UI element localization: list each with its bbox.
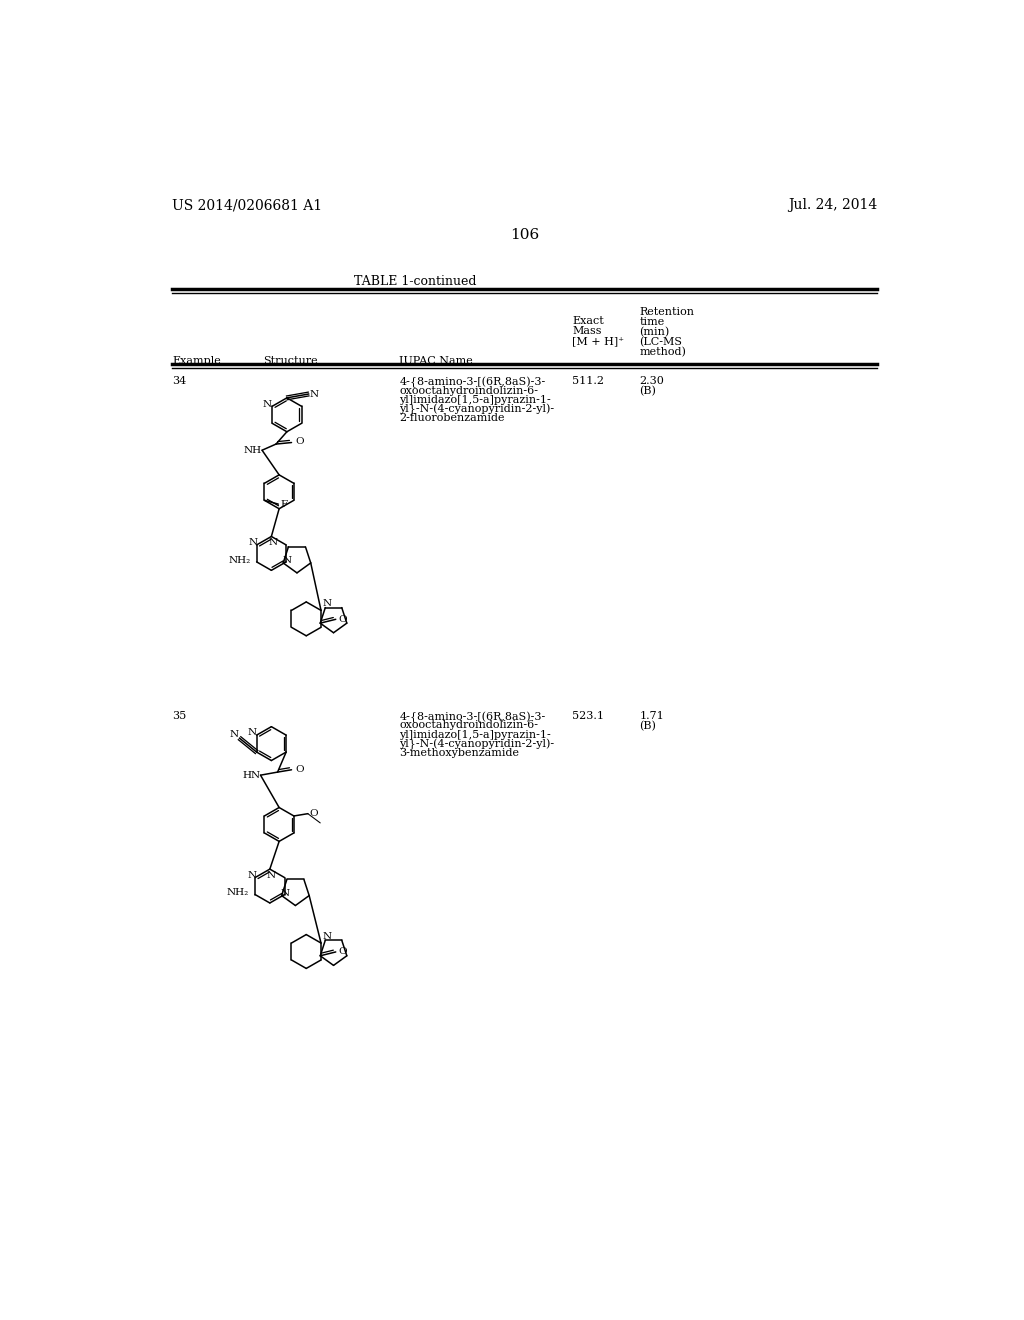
Text: N: N (248, 871, 257, 879)
Text: N: N (309, 389, 318, 399)
Text: oxooctahydroindolizin-6-: oxooctahydroindolizin-6- (399, 721, 539, 730)
Text: F: F (281, 500, 288, 508)
Text: N: N (268, 539, 278, 546)
Text: yl]imidazo[1,5-a]pyrazin-1-: yl]imidazo[1,5-a]pyrazin-1- (399, 730, 551, 739)
Text: Example: Example (172, 356, 221, 366)
Text: 4-{8-amino-3-[(6R,8aS)-3-: 4-{8-amino-3-[(6R,8aS)-3- (399, 376, 546, 388)
Text: N: N (283, 556, 292, 565)
Text: O: O (309, 809, 318, 818)
Text: (LC-MS: (LC-MS (640, 337, 683, 347)
Text: N: N (263, 400, 272, 408)
Text: N: N (248, 729, 257, 738)
Text: N: N (323, 599, 332, 609)
Text: N: N (249, 539, 258, 546)
Text: O: O (338, 615, 347, 624)
Text: Structure: Structure (263, 356, 318, 366)
Text: NH₂: NH₂ (228, 556, 251, 565)
Text: 4-{8-amino-3-[(6R,8aS)-3-: 4-{8-amino-3-[(6R,8aS)-3- (399, 711, 546, 722)
Text: 35: 35 (172, 711, 186, 721)
Text: Exact: Exact (572, 317, 604, 326)
Text: 511.2: 511.2 (572, 376, 604, 387)
Text: 106: 106 (510, 227, 540, 242)
Text: Jul. 24, 2014: Jul. 24, 2014 (788, 198, 878, 213)
Text: (B): (B) (640, 385, 656, 396)
Text: HN: HN (242, 771, 260, 780)
Text: 3-methoxybenzamide: 3-methoxybenzamide (399, 748, 519, 758)
Text: O: O (295, 766, 303, 775)
Text: (min): (min) (640, 327, 670, 338)
Text: yl}-N-(4-cyanopyridin-2-yl)-: yl}-N-(4-cyanopyridin-2-yl)- (399, 404, 554, 416)
Text: US 2014/0206681 A1: US 2014/0206681 A1 (172, 198, 323, 213)
Text: (B): (B) (640, 721, 656, 731)
Text: 1.71: 1.71 (640, 711, 665, 721)
Text: 523.1: 523.1 (572, 711, 604, 721)
Text: 2.30: 2.30 (640, 376, 665, 387)
Text: IUPAC Name: IUPAC Name (399, 356, 473, 366)
Text: time: time (640, 317, 665, 327)
Text: Retention: Retention (640, 308, 694, 317)
Text: N: N (229, 730, 239, 739)
Text: O: O (295, 437, 303, 446)
Text: 34: 34 (172, 376, 186, 387)
Text: [M + H]⁺: [M + H]⁺ (572, 337, 624, 346)
Text: 2-fluorobenzamide: 2-fluorobenzamide (399, 413, 505, 424)
Text: NH₂: NH₂ (227, 888, 249, 898)
Text: O: O (338, 948, 347, 957)
Text: method): method) (640, 347, 686, 358)
Text: N: N (267, 871, 275, 879)
Text: NH: NH (244, 446, 262, 454)
Text: N: N (281, 888, 290, 898)
Text: yl}-N-(4-cyanopyridin-2-yl)-: yl}-N-(4-cyanopyridin-2-yl)- (399, 739, 554, 750)
Text: TABLE 1-continued: TABLE 1-continued (353, 276, 476, 289)
Text: yl]imidazo[1,5-a]pyrazin-1-: yl]imidazo[1,5-a]pyrazin-1- (399, 395, 551, 405)
Text: N: N (323, 932, 332, 941)
Text: oxooctahydroindolizin-6-: oxooctahydroindolizin-6- (399, 385, 539, 396)
Text: Mass: Mass (572, 326, 601, 337)
